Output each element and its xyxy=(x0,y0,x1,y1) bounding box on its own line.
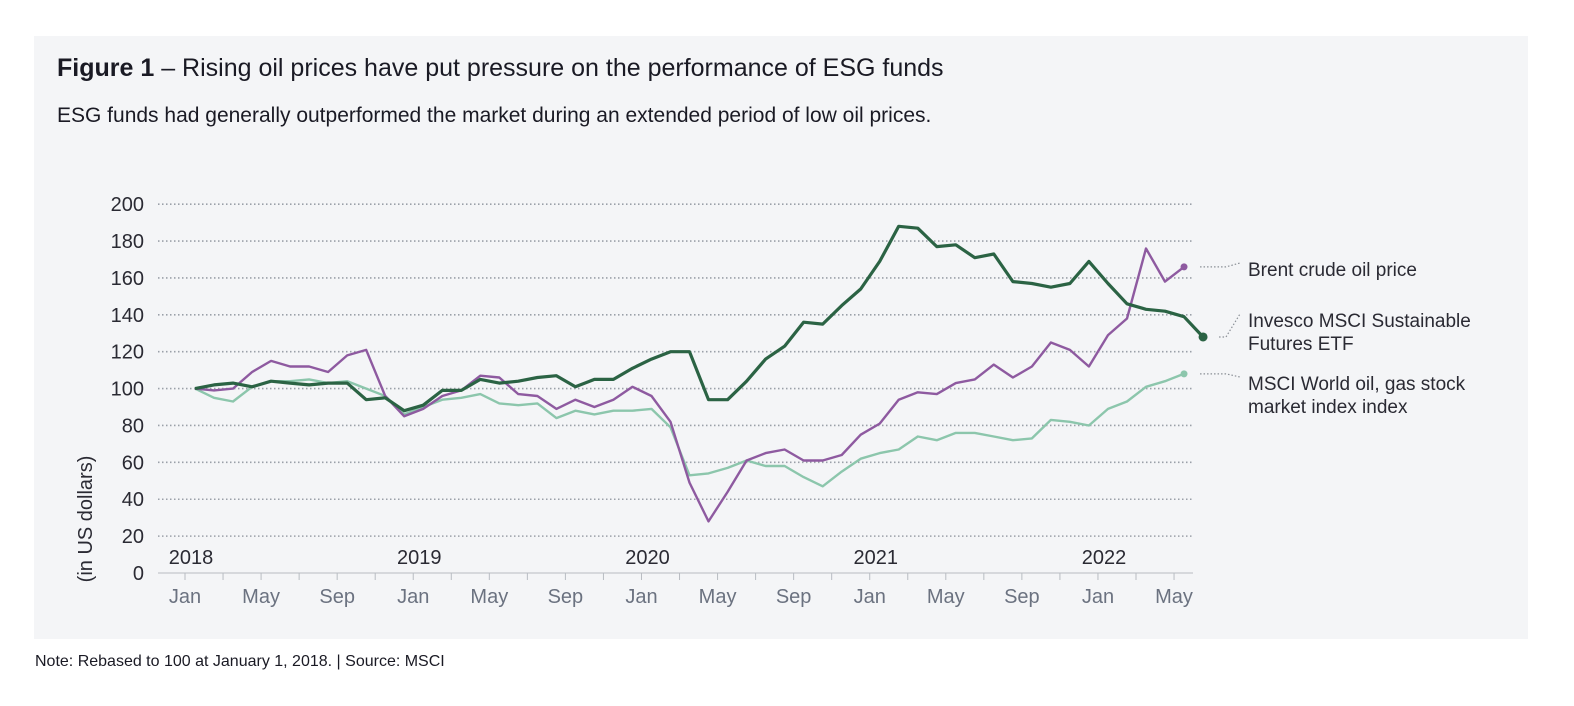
legend-label-line2: Futures ETF xyxy=(1248,334,1354,355)
figure-label: Figure 1 xyxy=(57,54,155,82)
y-tick-label: 200 xyxy=(111,194,144,216)
x-tick-label: Jan xyxy=(625,586,657,608)
y-axis-ticks: 0 20 40 60 80 100 120 140 160 180 200 xyxy=(111,194,144,585)
figure-title: Figure 1 – Rising oil prices have put pr… xyxy=(57,54,944,83)
series-line-0 xyxy=(194,247,1185,523)
source-note: Note: Rebased to 100 at January 1, 2018.… xyxy=(35,653,445,670)
legend-label: Brent crude oil price xyxy=(1248,260,1417,281)
x-tick-label: Jan xyxy=(1082,586,1114,608)
x-tick-label: May xyxy=(1155,586,1193,608)
figure-title-text: – Rising oil prices have put pressure on… xyxy=(154,54,944,82)
series-end-marker xyxy=(1180,263,1188,271)
y-tick-label: 100 xyxy=(111,379,144,401)
gridlines xyxy=(158,203,1193,537)
figure-subtitle: ESG funds had generally outperformed the… xyxy=(57,104,932,127)
y-tick-label: 120 xyxy=(111,342,144,364)
y-axis-label: (in US dollars) xyxy=(75,456,97,583)
x-tick-label: Jan xyxy=(169,586,201,608)
legend: Brent crude oil price Invesco MSCI Sustai… xyxy=(1200,260,1471,418)
y-tick-label: 140 xyxy=(111,305,144,327)
x-tick-label: Jan xyxy=(854,586,886,608)
series-end-marker xyxy=(1180,370,1188,378)
x-tick-label: Sep xyxy=(776,586,812,608)
series-lines xyxy=(194,224,1208,523)
x-tick-label: Sep xyxy=(548,586,584,608)
year-label: 2022 xyxy=(1082,547,1127,569)
x-tick-label: Sep xyxy=(319,586,355,608)
x-axis: Jan May Sep Jan May Sep Jan May Sep Jan May Sep Jan M… xyxy=(158,547,1193,608)
y-tick-label: 180 xyxy=(111,231,144,253)
x-tick-label: May xyxy=(470,586,508,608)
y-tick-label: 80 xyxy=(122,415,144,437)
legend-leader xyxy=(1219,313,1241,338)
legend-label: MSCI World oil, gas stock xyxy=(1248,374,1466,395)
y-tick-label: 40 xyxy=(122,489,144,511)
x-tick-label: May xyxy=(242,586,280,608)
legend-leader xyxy=(1200,373,1241,378)
x-tick-label: May xyxy=(699,586,737,608)
x-tick-label: May xyxy=(927,586,965,608)
y-tick-label: 0 xyxy=(133,563,144,585)
series-line-2 xyxy=(194,372,1185,488)
series-end-marker xyxy=(1198,332,1208,342)
year-label: 2021 xyxy=(853,547,898,569)
legend-label-line2: market index index xyxy=(1248,397,1408,418)
series-line-1 xyxy=(194,224,1205,413)
year-label: 2019 xyxy=(397,547,442,569)
x-tick-label: Sep xyxy=(1004,586,1040,608)
y-tick-label: 20 xyxy=(122,526,144,548)
y-tick-label: 160 xyxy=(111,268,144,290)
year-label: 2020 xyxy=(625,547,670,569)
year-label: 2018 xyxy=(169,547,214,569)
figure-panel xyxy=(34,36,1528,639)
y-tick-label: 60 xyxy=(122,452,144,474)
legend-label: Invesco MSCI Sustainable xyxy=(1248,311,1471,332)
x-tick-label: Jan xyxy=(397,586,429,608)
legend-leader xyxy=(1200,262,1241,268)
